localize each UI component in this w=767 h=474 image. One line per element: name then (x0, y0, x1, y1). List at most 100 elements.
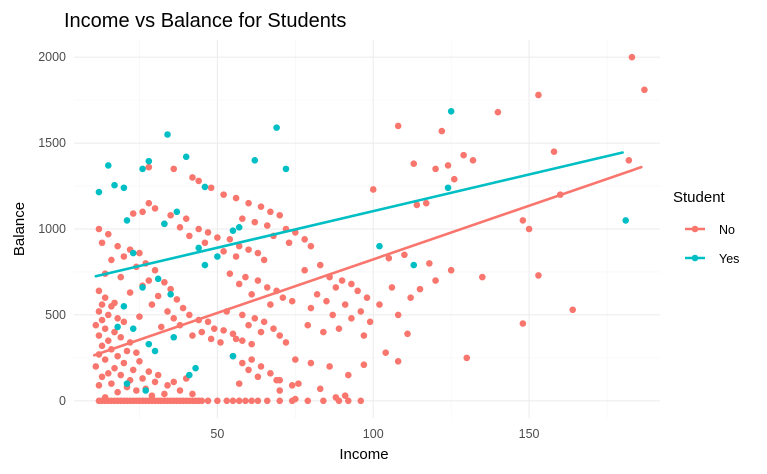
data-point-no (139, 375, 146, 382)
data-point-no (245, 199, 252, 207)
data-point-no (329, 311, 337, 319)
data-point-no (354, 287, 361, 295)
data-point-no (416, 285, 424, 293)
data-point-no (242, 273, 249, 281)
data-point-no (232, 253, 240, 260)
data-point-no (254, 397, 262, 405)
data-point-no (95, 382, 103, 389)
data-point-no (304, 397, 312, 405)
y-tick-label: 1500 (38, 136, 66, 150)
data-point-no (304, 321, 312, 329)
data-point-yes (129, 325, 137, 332)
data-point-no (229, 397, 237, 405)
data-point-no (111, 328, 118, 336)
data-point-no (288, 397, 296, 405)
data-point-yes (151, 347, 159, 355)
data-point-no (151, 205, 159, 212)
data-point-no (117, 273, 125, 281)
data-point-no (164, 382, 171, 389)
data-point-no (307, 242, 315, 250)
data-point-no (341, 301, 349, 308)
data-point-no (210, 325, 218, 332)
data-point-yes (161, 220, 168, 228)
data-point-no (133, 387, 140, 394)
data-point-no (267, 301, 274, 308)
data-point-no (263, 222, 271, 229)
data-point-no (151, 378, 159, 386)
data-point-no (366, 318, 374, 326)
data-point-no (360, 332, 368, 339)
data-point-no (320, 397, 327, 405)
x-axis-ticks: 50 100 150 (210, 427, 539, 441)
data-point-no (204, 229, 212, 236)
data-point-yes (273, 124, 280, 131)
data-point-no (295, 380, 302, 387)
data-point-no (145, 277, 153, 284)
data-point-no (189, 174, 196, 181)
data-point-no (338, 277, 346, 284)
data-point-no (444, 162, 452, 169)
data-point-no (129, 210, 137, 217)
data-point-yes (139, 165, 146, 173)
data-point-no (214, 234, 221, 241)
data-point-no (388, 284, 396, 291)
data-point-no (479, 273, 486, 281)
data-point-no (260, 318, 268, 326)
data-point-no (267, 208, 274, 216)
data-point-yes (154, 275, 162, 283)
x-tick-label: 50 (210, 427, 224, 441)
data-point-no (276, 397, 284, 405)
data-point-no (167, 285, 174, 293)
data-point-no (301, 266, 308, 274)
data-point-no (438, 127, 446, 135)
data-point-no (167, 211, 174, 219)
data-point-no (245, 246, 252, 253)
data-point-no (316, 385, 324, 393)
data-point-yes (235, 223, 243, 231)
data-point-no (170, 378, 178, 386)
data-point-no (170, 165, 178, 173)
data-point-no (335, 397, 343, 405)
data-point-no (220, 191, 227, 198)
data-point-yes (95, 188, 103, 196)
data-point-no (186, 232, 193, 240)
data-point-no (376, 301, 383, 308)
data-point-no (98, 316, 106, 324)
data-point-no (257, 203, 265, 210)
data-point-no (519, 217, 527, 224)
data-point-no (104, 370, 112, 377)
data-point-yes (145, 157, 153, 165)
data-point-no (157, 323, 165, 331)
data-point-no (189, 332, 196, 339)
data-point-no (248, 290, 255, 298)
data-point-no (257, 363, 265, 370)
data-point-no (263, 397, 271, 405)
data-point-no (235, 397, 243, 405)
data-point-yes (186, 371, 193, 379)
data-point-no (232, 194, 240, 202)
data-point-no (301, 236, 308, 243)
data-point-no (410, 160, 418, 168)
data-point-no (145, 163, 153, 171)
data-point-no (229, 330, 237, 338)
data-point-yes (104, 162, 112, 169)
data-point-no (344, 371, 352, 379)
data-point-yes (123, 380, 131, 387)
data-point-no (535, 272, 542, 279)
data-point-no (182, 215, 190, 222)
y-tick-label: 500 (45, 308, 66, 322)
data-point-no (263, 284, 271, 291)
data-point-no (98, 342, 106, 350)
data-point-no (198, 397, 206, 405)
data-point-no (285, 239, 293, 247)
data-point-yes (444, 184, 452, 192)
data-point-no (95, 308, 103, 315)
data-point-yes (129, 249, 137, 257)
data-point-no (316, 261, 324, 269)
data-point-no (120, 318, 128, 326)
data-point-no (195, 225, 202, 233)
data-point-no (460, 151, 467, 159)
y-axis-title: Balance (11, 202, 28, 256)
data-point-no (217, 339, 224, 346)
data-point-no (394, 122, 402, 130)
